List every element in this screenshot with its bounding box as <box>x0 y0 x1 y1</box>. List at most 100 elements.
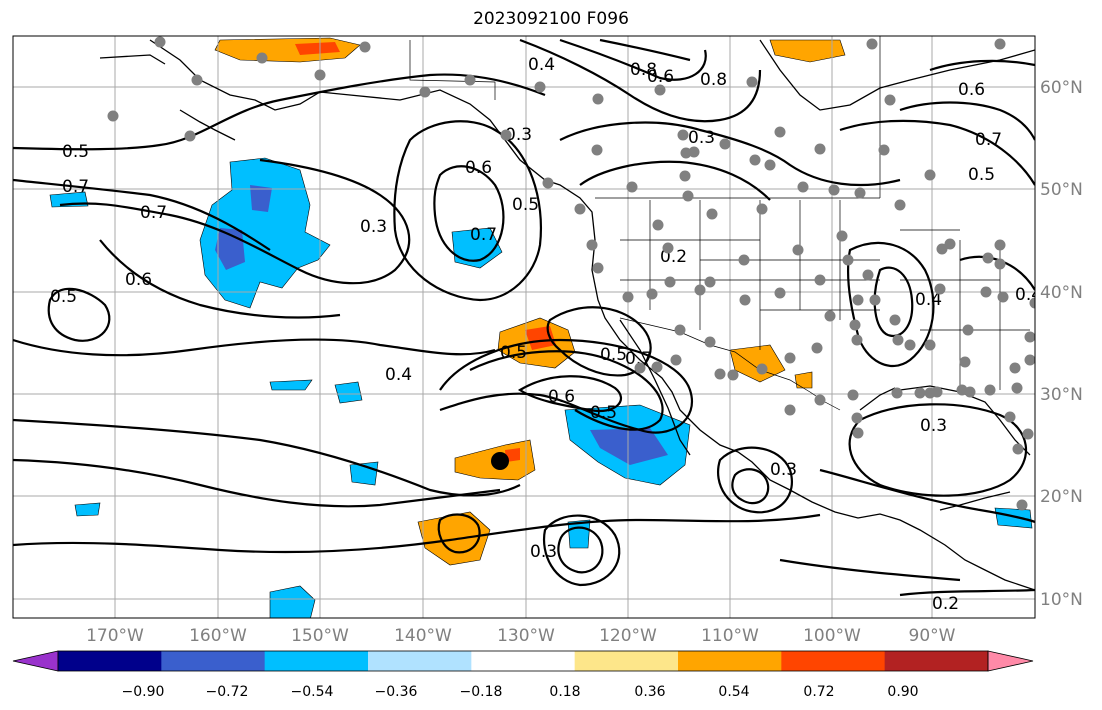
station-dot <box>719 138 731 150</box>
station-dot <box>836 230 848 242</box>
station-dot <box>847 389 859 401</box>
blue-patch-small-3 <box>74 502 101 517</box>
station-dot <box>852 427 864 439</box>
coastlines <box>99 39 1035 591</box>
colorbar-segment <box>678 651 782 671</box>
station-dot <box>851 412 863 424</box>
contour-label: 0.3 <box>505 125 532 145</box>
station-dot <box>591 144 603 156</box>
station-dot <box>862 269 874 281</box>
lon-label: 150°W <box>291 626 349 646</box>
contour-label: 0.5 <box>968 165 995 185</box>
station-dot <box>924 387 936 399</box>
station-dot <box>714 368 726 380</box>
station-dot <box>500 129 512 141</box>
blue-patch-south-1 <box>269 585 316 618</box>
station-dot <box>704 336 716 348</box>
station-dot <box>884 94 896 106</box>
station-dot <box>654 84 666 96</box>
lon-label: 100°W <box>803 626 861 646</box>
station-dot <box>688 146 700 158</box>
station-dot <box>574 203 586 215</box>
colorbar-label: −0.54 <box>291 684 334 700</box>
station-dot <box>739 294 751 306</box>
lat-label: 30°N <box>1040 385 1083 405</box>
station-dot <box>797 181 809 193</box>
contour-label: 0.3 <box>360 217 387 237</box>
blue-patch-small-4 <box>269 379 313 391</box>
station-dot <box>1022 428 1034 440</box>
blue-patch-caribbean <box>994 507 1033 529</box>
station-dot <box>706 208 718 220</box>
colorbar-label: 0.18 <box>549 684 580 700</box>
contour-label: 0.2 <box>932 594 959 614</box>
station-dot <box>984 384 996 396</box>
station-dot <box>944 238 956 250</box>
station-dot <box>622 291 634 303</box>
station-dot <box>994 258 1006 270</box>
lon-label: 110°W <box>701 626 759 646</box>
lat-label: 50°N <box>1040 180 1083 200</box>
station-dot <box>869 294 881 306</box>
station-dot <box>586 239 598 251</box>
contour-label: 0.4 <box>528 55 555 75</box>
station-dot <box>866 38 878 50</box>
contour-label: 0.5 <box>50 287 77 307</box>
contour-label: 0.7 <box>140 203 167 223</box>
colorbar <box>12 650 1034 672</box>
station-dot <box>670 354 682 366</box>
contour-label: 0.6 <box>548 387 575 407</box>
station-dot <box>894 199 906 211</box>
contour-label: 0.3 <box>688 128 715 148</box>
orange-patch-hudson <box>769 39 846 63</box>
colorbar-label: −0.72 <box>206 684 249 700</box>
deep-blue-core-baja <box>590 428 668 465</box>
storm-center-marker <box>491 452 509 470</box>
lon-label: 130°W <box>497 626 555 646</box>
station-dot <box>784 352 796 364</box>
station-markers <box>107 36 1035 511</box>
colorbar-segment <box>264 651 369 671</box>
colorbar-extend-low <box>12 650 59 672</box>
colorbar-segment <box>368 651 472 671</box>
station-dot <box>1011 382 1023 394</box>
station-dot <box>746 76 758 88</box>
colorbar-segment <box>161 651 266 671</box>
station-dot <box>814 143 826 155</box>
station-dot <box>904 339 916 351</box>
station-dot <box>677 129 689 141</box>
lon-label: 160°W <box>189 626 247 646</box>
station-dot <box>704 276 716 288</box>
contour-label: 0.7 <box>975 130 1002 150</box>
orange-patch-small <box>794 371 813 389</box>
contour-label: 0.5 <box>512 195 539 215</box>
station-dot <box>889 314 901 326</box>
station-dot <box>891 387 903 399</box>
station-dot <box>646 288 658 300</box>
colorbar-label: 0.54 <box>718 684 749 700</box>
station-dot <box>934 283 946 295</box>
station-dot <box>1024 354 1035 366</box>
station-dot <box>651 361 663 373</box>
station-dot <box>982 252 994 264</box>
station-dot <box>1029 297 1035 309</box>
contour-label: 0.8 <box>700 70 727 90</box>
station-dot <box>824 310 836 322</box>
colorbar-label: −0.36 <box>375 684 418 700</box>
station-dot <box>674 324 686 336</box>
station-dot <box>107 110 119 122</box>
lon-label: 120°W <box>599 626 657 646</box>
colorbar-segment <box>58 651 162 671</box>
station-dot <box>680 147 692 159</box>
station-dot <box>314 69 326 81</box>
station-dot <box>914 387 926 399</box>
station-dot <box>256 52 268 64</box>
station-dot <box>1009 362 1021 374</box>
station-dot <box>738 254 750 266</box>
lat-label: 60°N <box>1040 78 1083 98</box>
colorbar-label: 0.72 <box>803 684 834 700</box>
station-dot <box>956 384 968 396</box>
contour-label: 0.3 <box>530 542 557 562</box>
station-dot <box>626 181 638 193</box>
colorbar-segment <box>574 651 679 671</box>
